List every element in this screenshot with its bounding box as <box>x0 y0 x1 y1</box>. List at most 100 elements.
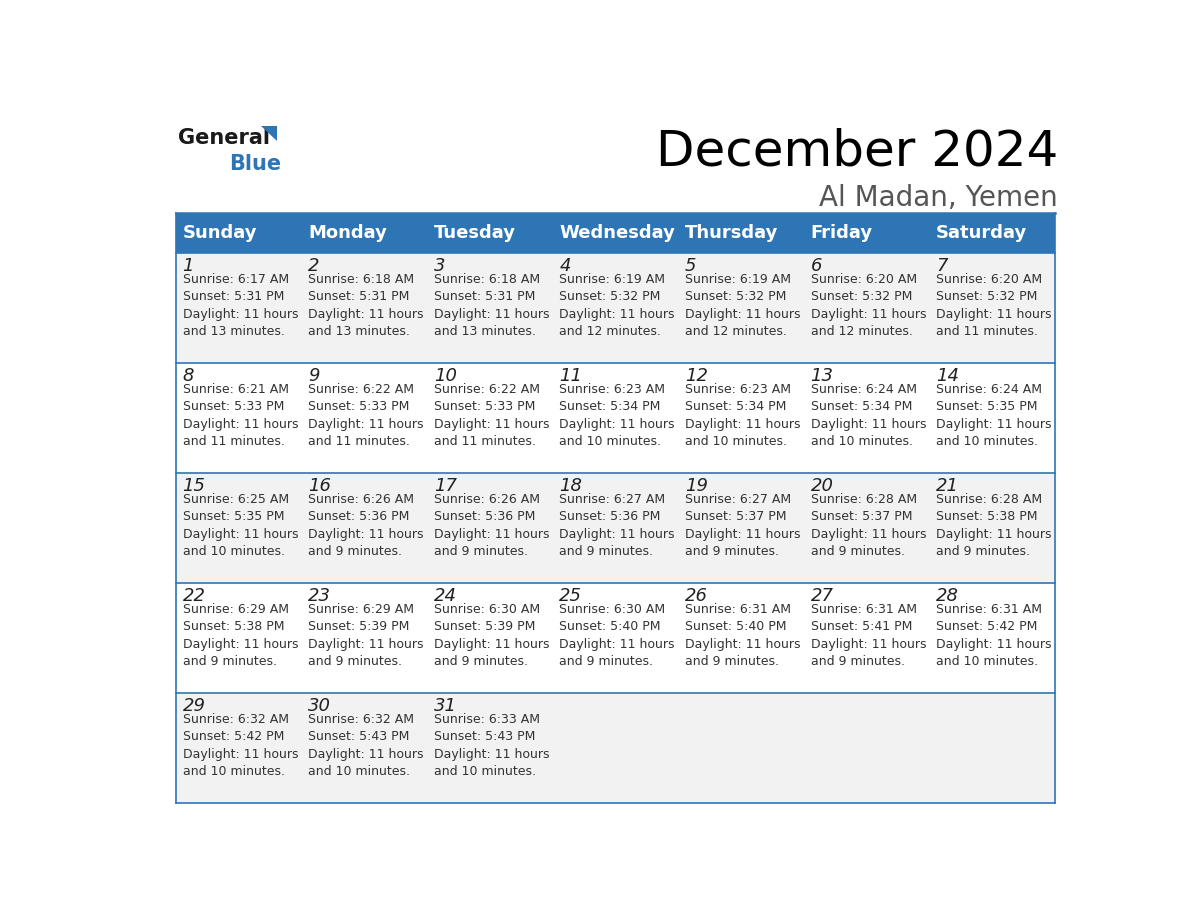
Bar <box>428 693 552 803</box>
Text: 30: 30 <box>308 697 331 715</box>
Text: 15: 15 <box>183 477 206 495</box>
Bar <box>930 693 1055 803</box>
Text: 24: 24 <box>434 588 456 605</box>
Bar <box>552 213 678 253</box>
Bar <box>678 213 804 253</box>
Text: Sunday: Sunday <box>183 224 257 241</box>
Text: 13: 13 <box>810 367 834 386</box>
Bar <box>176 213 302 253</box>
Bar <box>930 213 1055 253</box>
Text: 5: 5 <box>685 257 696 275</box>
Text: Sunrise: 6:24 AM
Sunset: 5:35 PM
Daylight: 11 hours
and 10 minutes.: Sunrise: 6:24 AM Sunset: 5:35 PM Dayligh… <box>936 383 1051 448</box>
Bar <box>930 583 1055 693</box>
Text: 7: 7 <box>936 257 948 275</box>
Text: 11: 11 <box>560 367 582 386</box>
Text: 12: 12 <box>685 367 708 386</box>
Bar <box>930 363 1055 473</box>
Bar <box>678 473 804 583</box>
Text: Thursday: Thursday <box>685 224 778 241</box>
Text: Sunrise: 6:24 AM
Sunset: 5:34 PM
Daylight: 11 hours
and 10 minutes.: Sunrise: 6:24 AM Sunset: 5:34 PM Dayligh… <box>810 383 927 448</box>
Text: Sunrise: 6:19 AM
Sunset: 5:32 PM
Daylight: 11 hours
and 12 minutes.: Sunrise: 6:19 AM Sunset: 5:32 PM Dayligh… <box>685 273 801 338</box>
Bar <box>176 363 302 473</box>
Bar <box>302 253 428 363</box>
Text: Wednesday: Wednesday <box>560 224 675 241</box>
Bar <box>930 473 1055 583</box>
Text: 3: 3 <box>434 257 446 275</box>
Text: Sunrise: 6:20 AM
Sunset: 5:32 PM
Daylight: 11 hours
and 11 minutes.: Sunrise: 6:20 AM Sunset: 5:32 PM Dayligh… <box>936 273 1051 338</box>
Bar <box>552 693 678 803</box>
Text: Sunrise: 6:28 AM
Sunset: 5:38 PM
Daylight: 11 hours
and 9 minutes.: Sunrise: 6:28 AM Sunset: 5:38 PM Dayligh… <box>936 493 1051 558</box>
Text: 2: 2 <box>308 257 320 275</box>
Text: 27: 27 <box>810 588 834 605</box>
Bar <box>428 473 552 583</box>
Text: Sunrise: 6:30 AM
Sunset: 5:40 PM
Daylight: 11 hours
and 9 minutes.: Sunrise: 6:30 AM Sunset: 5:40 PM Dayligh… <box>560 603 675 668</box>
Text: 14: 14 <box>936 367 959 386</box>
Polygon shape <box>261 126 278 140</box>
Text: Sunrise: 6:25 AM
Sunset: 5:35 PM
Daylight: 11 hours
and 10 minutes.: Sunrise: 6:25 AM Sunset: 5:35 PM Dayligh… <box>183 493 298 558</box>
Bar <box>552 473 678 583</box>
Text: 31: 31 <box>434 697 456 715</box>
Text: Friday: Friday <box>810 224 873 241</box>
Text: Sunrise: 6:29 AM
Sunset: 5:39 PM
Daylight: 11 hours
and 9 minutes.: Sunrise: 6:29 AM Sunset: 5:39 PM Dayligh… <box>308 603 424 668</box>
Bar <box>678 253 804 363</box>
Text: Sunrise: 6:17 AM
Sunset: 5:31 PM
Daylight: 11 hours
and 13 minutes.: Sunrise: 6:17 AM Sunset: 5:31 PM Dayligh… <box>183 273 298 338</box>
Text: Sunrise: 6:26 AM
Sunset: 5:36 PM
Daylight: 11 hours
and 9 minutes.: Sunrise: 6:26 AM Sunset: 5:36 PM Dayligh… <box>434 493 549 558</box>
Text: 18: 18 <box>560 477 582 495</box>
Bar <box>302 213 428 253</box>
Bar <box>428 253 552 363</box>
Bar <box>176 693 302 803</box>
Bar <box>552 363 678 473</box>
Text: Sunrise: 6:22 AM
Sunset: 5:33 PM
Daylight: 11 hours
and 11 minutes.: Sunrise: 6:22 AM Sunset: 5:33 PM Dayligh… <box>308 383 424 448</box>
Text: 22: 22 <box>183 588 206 605</box>
Text: Sunrise: 6:21 AM
Sunset: 5:33 PM
Daylight: 11 hours
and 11 minutes.: Sunrise: 6:21 AM Sunset: 5:33 PM Dayligh… <box>183 383 298 448</box>
Bar <box>428 363 552 473</box>
Bar <box>678 583 804 693</box>
Text: Saturday: Saturday <box>936 224 1028 241</box>
Text: 25: 25 <box>560 588 582 605</box>
Text: 16: 16 <box>308 477 331 495</box>
Text: Sunrise: 6:23 AM
Sunset: 5:34 PM
Daylight: 11 hours
and 10 minutes.: Sunrise: 6:23 AM Sunset: 5:34 PM Dayligh… <box>560 383 675 448</box>
Bar <box>302 583 428 693</box>
Text: Al Madan, Yemen: Al Madan, Yemen <box>820 185 1059 212</box>
Text: 26: 26 <box>685 588 708 605</box>
Text: 6: 6 <box>810 257 822 275</box>
Bar <box>302 473 428 583</box>
Text: Sunrise: 6:18 AM
Sunset: 5:31 PM
Daylight: 11 hours
and 13 minutes.: Sunrise: 6:18 AM Sunset: 5:31 PM Dayligh… <box>308 273 424 338</box>
Text: Sunrise: 6:23 AM
Sunset: 5:34 PM
Daylight: 11 hours
and 10 minutes.: Sunrise: 6:23 AM Sunset: 5:34 PM Dayligh… <box>685 383 801 448</box>
Text: Sunrise: 6:20 AM
Sunset: 5:32 PM
Daylight: 11 hours
and 12 minutes.: Sunrise: 6:20 AM Sunset: 5:32 PM Dayligh… <box>810 273 927 338</box>
Bar <box>428 583 552 693</box>
Text: General: General <box>178 128 270 148</box>
Text: Sunrise: 6:27 AM
Sunset: 5:36 PM
Daylight: 11 hours
and 9 minutes.: Sunrise: 6:27 AM Sunset: 5:36 PM Dayligh… <box>560 493 675 558</box>
Text: 28: 28 <box>936 588 959 605</box>
Text: Sunrise: 6:28 AM
Sunset: 5:37 PM
Daylight: 11 hours
and 9 minutes.: Sunrise: 6:28 AM Sunset: 5:37 PM Dayligh… <box>810 493 927 558</box>
Bar <box>302 693 428 803</box>
Text: Sunrise: 6:22 AM
Sunset: 5:33 PM
Daylight: 11 hours
and 11 minutes.: Sunrise: 6:22 AM Sunset: 5:33 PM Dayligh… <box>434 383 549 448</box>
Bar <box>552 253 678 363</box>
Bar <box>804 253 930 363</box>
Text: Sunrise: 6:31 AM
Sunset: 5:41 PM
Daylight: 11 hours
and 9 minutes.: Sunrise: 6:31 AM Sunset: 5:41 PM Dayligh… <box>810 603 927 668</box>
Text: 17: 17 <box>434 477 456 495</box>
Text: 23: 23 <box>308 588 331 605</box>
Text: 8: 8 <box>183 367 194 386</box>
Text: Monday: Monday <box>308 224 387 241</box>
Bar <box>804 583 930 693</box>
Text: Tuesday: Tuesday <box>434 224 516 241</box>
Bar <box>930 253 1055 363</box>
Bar <box>804 473 930 583</box>
Text: 29: 29 <box>183 697 206 715</box>
Bar <box>176 583 302 693</box>
Text: 19: 19 <box>685 477 708 495</box>
Bar <box>176 473 302 583</box>
Text: Sunrise: 6:26 AM
Sunset: 5:36 PM
Daylight: 11 hours
and 9 minutes.: Sunrise: 6:26 AM Sunset: 5:36 PM Dayligh… <box>308 493 424 558</box>
Text: 4: 4 <box>560 257 571 275</box>
Text: 10: 10 <box>434 367 456 386</box>
Text: Sunrise: 6:32 AM
Sunset: 5:43 PM
Daylight: 11 hours
and 10 minutes.: Sunrise: 6:32 AM Sunset: 5:43 PM Dayligh… <box>308 712 424 778</box>
Text: Sunrise: 6:19 AM
Sunset: 5:32 PM
Daylight: 11 hours
and 12 minutes.: Sunrise: 6:19 AM Sunset: 5:32 PM Dayligh… <box>560 273 675 338</box>
Text: Blue: Blue <box>229 154 282 174</box>
Bar <box>302 363 428 473</box>
Bar <box>678 363 804 473</box>
Text: 9: 9 <box>308 367 320 386</box>
Bar <box>428 213 552 253</box>
Text: 20: 20 <box>810 477 834 495</box>
Text: 21: 21 <box>936 477 959 495</box>
